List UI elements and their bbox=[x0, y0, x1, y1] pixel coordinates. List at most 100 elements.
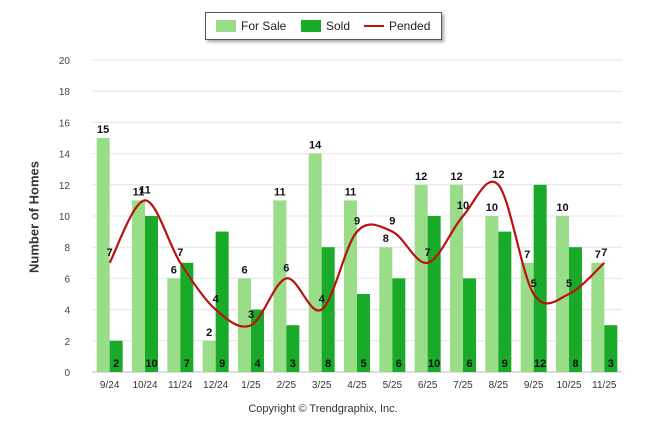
x-tick-label: 10/24 bbox=[132, 380, 157, 391]
x-tick-label: 11/24 bbox=[168, 380, 193, 391]
data-label-sold: 12 bbox=[534, 358, 546, 370]
bar-sold bbox=[604, 325, 618, 372]
bar-sold bbox=[498, 231, 512, 372]
data-label-sold: 9 bbox=[219, 358, 225, 370]
bar-for-sale bbox=[308, 153, 322, 372]
data-label-for-sale: 11 bbox=[133, 186, 145, 198]
data-label-for-sale: 12 bbox=[415, 171, 427, 183]
data-label-sold: 10 bbox=[145, 358, 157, 370]
data-label-pended: 7 bbox=[425, 247, 431, 259]
data-label-sold: 7 bbox=[184, 358, 190, 370]
bar-sold bbox=[427, 216, 441, 372]
bar-sold bbox=[251, 309, 264, 372]
data-label-sold: 10 bbox=[428, 358, 440, 370]
data-label-pended: 4 bbox=[319, 294, 326, 306]
data-label-for-sale: 12 bbox=[450, 171, 462, 183]
data-label-sold: 2 bbox=[113, 358, 119, 370]
data-label-for-sale: 14 bbox=[309, 140, 322, 152]
legend-swatch-for-sale bbox=[216, 20, 236, 32]
legend-item-pended: Pended bbox=[364, 19, 430, 33]
x-tick-label: 9/24 bbox=[100, 380, 120, 391]
data-label-pended: 7 bbox=[177, 247, 183, 259]
x-tick-label: 5/25 bbox=[383, 380, 403, 391]
bar-for-sale bbox=[485, 216, 499, 372]
data-label-sold: 8 bbox=[572, 358, 578, 370]
legend-label-for-sale: For Sale bbox=[241, 19, 287, 33]
y-tick-label: 14 bbox=[59, 150, 71, 161]
bar-for-sale bbox=[273, 200, 287, 372]
data-label-pended: 6 bbox=[283, 262, 289, 274]
bar-for-sale bbox=[591, 262, 605, 372]
pended-line-path bbox=[108, 180, 606, 328]
bar-for-sale bbox=[238, 278, 251, 372]
data-label-for-sale: 6 bbox=[241, 264, 247, 276]
bar-sold bbox=[533, 184, 547, 372]
x-tick-label: 2/25 bbox=[277, 380, 297, 391]
bar-marks bbox=[96, 138, 618, 372]
data-label-sold: 6 bbox=[466, 358, 472, 370]
data-label-pended: 5 bbox=[566, 278, 572, 290]
y-tick-label: 2 bbox=[64, 337, 70, 348]
data-label-for-sale: 11 bbox=[274, 186, 286, 198]
bar-sold bbox=[463, 278, 476, 372]
x-tick-label: 11/25 bbox=[592, 380, 617, 391]
data-label-pended: 12 bbox=[492, 169, 504, 181]
data-label-pended: 3 bbox=[248, 309, 254, 321]
y-tick-label: 18 bbox=[59, 87, 71, 98]
bar-sold bbox=[357, 294, 370, 372]
x-tick-label: 7/25 bbox=[453, 380, 473, 391]
data-label-sold: 3 bbox=[608, 358, 614, 370]
data-label-for-sale: 2 bbox=[206, 327, 212, 339]
data-label-sold: 9 bbox=[502, 358, 508, 370]
data-label-for-sale: 10 bbox=[486, 202, 498, 214]
bar-for-sale bbox=[132, 200, 145, 372]
legend-swatch-sold bbox=[301, 20, 321, 32]
data-label-sold: 8 bbox=[325, 358, 331, 370]
data-label-pended: 11 bbox=[139, 184, 151, 196]
data-label-for-sale: 15 bbox=[97, 124, 109, 136]
y-tick-label: 16 bbox=[59, 118, 71, 129]
bar-for-sale bbox=[520, 262, 534, 372]
bar-for-sale bbox=[96, 138, 110, 372]
data-label-for-sale: 10 bbox=[556, 202, 568, 214]
bar-for-sale bbox=[379, 247, 393, 372]
data-label-sold: 3 bbox=[290, 358, 296, 370]
data-label-sold: 6 bbox=[396, 358, 402, 370]
y-tick-label: 8 bbox=[64, 243, 70, 254]
bar-sold bbox=[569, 247, 582, 372]
y-tick-label: 12 bbox=[59, 181, 71, 192]
data-label-for-sale: 7 bbox=[595, 249, 601, 261]
bar-sold bbox=[109, 340, 123, 372]
y-tick-label: 4 bbox=[64, 306, 70, 317]
legend: For Sale Sold Pended bbox=[205, 12, 442, 40]
x-tick-label: 6/25 bbox=[418, 380, 438, 391]
y-tick-label: 6 bbox=[64, 274, 70, 285]
data-label-for-sale: 11 bbox=[345, 186, 357, 198]
bar-for-sale bbox=[167, 278, 181, 372]
data-label-for-sale: 6 bbox=[171, 264, 177, 276]
x-tick-label: 4/25 bbox=[347, 380, 367, 391]
legend-label-sold: Sold bbox=[326, 19, 351, 33]
data-label-pended: 4 bbox=[213, 294, 220, 306]
x-tick-label: 8/25 bbox=[489, 380, 509, 391]
data-labels: 1521110672964113148115861210126109712108… bbox=[97, 124, 614, 370]
x-tick-label: 12/24 bbox=[203, 380, 228, 391]
data-label-pended: 7 bbox=[107, 247, 113, 259]
x-tick-label: 3/25 bbox=[312, 380, 332, 391]
data-label-sold: 5 bbox=[360, 358, 366, 370]
y-tick-label: 20 bbox=[59, 56, 71, 67]
legend-swatch-pended bbox=[364, 25, 384, 27]
x-tick-label: 9/25 bbox=[524, 380, 544, 391]
legend-item-for-sale: For Sale bbox=[216, 19, 286, 33]
bar-sold bbox=[392, 278, 406, 372]
data-label-for-sale: 8 bbox=[383, 233, 389, 245]
bar-for-sale bbox=[344, 200, 357, 372]
data-label-pended: 7 bbox=[601, 247, 607, 259]
data-label-pended: 9 bbox=[389, 216, 395, 228]
copyright: Copyright © Trendgraphix, Inc. bbox=[248, 403, 398, 415]
data-label-pended: 5 bbox=[531, 278, 537, 290]
y-axis-label: Number of Homes bbox=[26, 161, 42, 273]
data-label-sold: 4 bbox=[254, 358, 261, 370]
pended-line bbox=[108, 180, 606, 328]
